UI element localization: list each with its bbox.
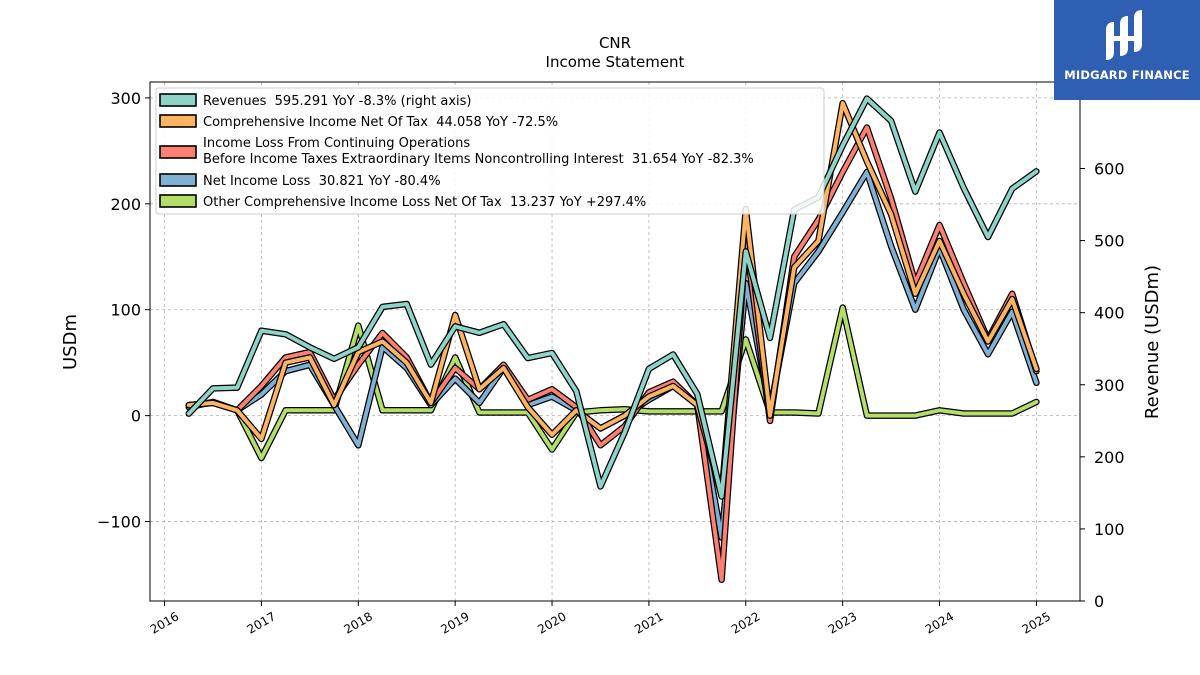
logo-text: MIDGARD FINANCE [1064,68,1190,82]
legend-swatch-comprehensive-income [159,114,197,128]
legend-label-comprehensive-income: Comprehensive Income Net Of Tax 44.058 Y… [203,115,558,130]
x-tick-label: 2018 [342,609,375,636]
y-tick-label-left: −100 [97,513,141,532]
legend-label-net-income: Net Income Loss 30.821 YoY -80.4% [203,174,441,189]
y-tick-label-right: 100 [1094,520,1125,539]
series-layer [185,95,1040,584]
x-tick-label: 2021 [632,609,665,636]
y-axis-label-left: USDm [60,314,81,370]
x-tick-label: 2016 [148,609,181,636]
legend-label-income-loss-line1: Income Loss From Continuing Operations [203,136,470,151]
y-tick-label-right: 400 [1094,304,1125,323]
series-outline-net-income-loss [185,168,1040,541]
legend-swatch-income-loss-continuing [159,145,197,159]
y-tick-label-left: 200 [110,195,141,214]
series-line-net-income-loss [186,170,1039,540]
legend-label-income-loss-line2: Before Income Taxes Extraordinary Items … [203,152,754,167]
series-line-comprehensive-income-net-of-tax [186,101,1039,498]
y-tick-label-right: 300 [1094,376,1125,395]
x-tick-label: 2024 [923,609,956,636]
x-tick-label: 2017 [245,609,278,636]
x-tick-label: 2022 [729,609,762,636]
x-tick-label: 2020 [535,609,568,636]
chart-title: CNR [599,34,631,52]
axes-frame [149,81,1081,602]
midgard-finance-logo: MIDGARD FINANCE [1054,0,1200,100]
y-tick-label-left: 100 [110,301,141,320]
x-tick-label: 2019 [438,609,471,636]
y-tick-label-right: 600 [1094,160,1125,179]
y-tick-label-right: 0 [1094,592,1104,611]
series-line-revenues [186,96,1039,499]
x-tick-label: 2023 [826,609,859,636]
y-tick-label-left: 300 [110,89,141,108]
chart-subtitle: Income Statement [546,53,685,71]
legend-box [155,87,825,215]
series-line-other-comprehensive-income-loss-net-of-tax [235,305,1039,460]
legend-swatch-net-income [159,173,197,187]
y-tick-label-left: 0 [131,407,141,426]
y-tick-label-right: 200 [1094,448,1125,467]
legend: Revenues 595.291 YoY -8.3% (right axis) … [155,87,825,215]
logo-mark-icon [1106,10,1142,60]
legend-swatch-other-comprehensive [159,194,197,208]
legend-label-revenues: Revenues 595.291 YoY -8.3% (right axis) [203,94,472,109]
y-axis-label-right: Revenue (USDm) [1142,265,1163,419]
y-tick-label-right: 500 [1094,232,1125,251]
legend-label-other-comprehensive: Other Comprehensive Income Loss Net Of T… [203,195,646,210]
x-tick-label: 2025 [1020,609,1053,636]
legend-swatch-revenues [159,93,197,107]
